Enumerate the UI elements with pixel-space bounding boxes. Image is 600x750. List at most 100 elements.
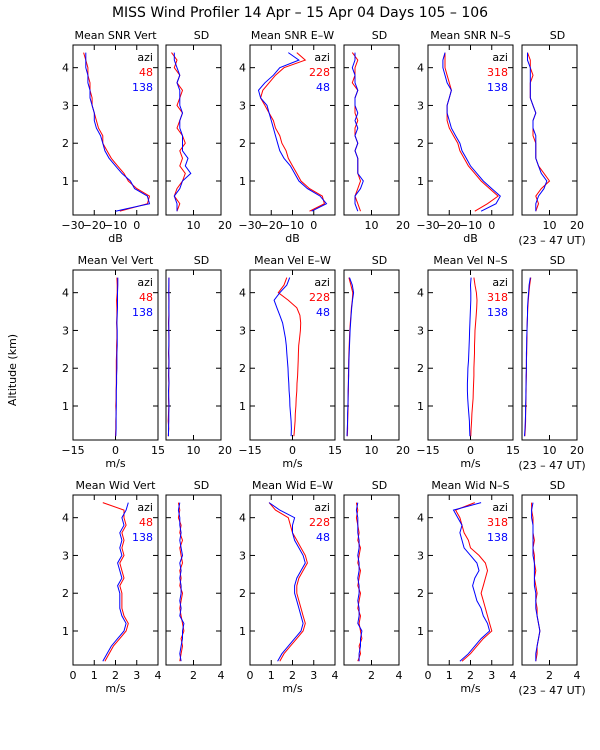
y-tick-label: 1 xyxy=(239,400,246,413)
x-tick-label: 2 xyxy=(368,669,375,682)
x-tick-label: 3 xyxy=(310,669,317,682)
mean-panel-title: Mean Wid E–W xyxy=(252,479,333,492)
x-tick-label: 0 xyxy=(488,219,495,232)
legend-entry: 48 xyxy=(316,81,330,94)
x-tick-label: 10 xyxy=(365,219,379,232)
sd-line-blue xyxy=(177,502,185,662)
sd-panel-title: SD xyxy=(550,479,565,492)
series-line-318 xyxy=(470,277,478,437)
y-tick-label: 1 xyxy=(417,625,424,638)
y-tick-label: 1 xyxy=(239,175,246,188)
mean-panel-title: Mean SNR N–S xyxy=(430,29,511,42)
x-tick-label: 4 xyxy=(510,669,517,682)
y-tick-label: 2 xyxy=(62,587,69,600)
y-tick-label: 4 xyxy=(417,62,424,75)
x-tick-label: 10 xyxy=(543,444,557,457)
series-line-228 xyxy=(277,277,302,437)
x-tick-label: 4 xyxy=(155,669,162,682)
mean-panel-title: Mean Vel E–W xyxy=(254,254,331,267)
x-tick-label: 20 xyxy=(396,444,410,457)
y-tick-label: 2 xyxy=(239,587,246,600)
time-range-label: (23 – 47 UT) xyxy=(518,684,585,697)
y-tick-label: 3 xyxy=(417,99,424,112)
x-tick-label: 20 xyxy=(218,444,232,457)
y-tick-label: 1 xyxy=(62,625,69,638)
legend-entry: 318 xyxy=(487,66,508,79)
x-tick-label: 0 xyxy=(70,669,77,682)
x-tick-label: 2 xyxy=(546,669,553,682)
x-axis-label: m/s xyxy=(105,457,125,470)
series-line-318 xyxy=(454,502,493,662)
legend-entry: 228 xyxy=(309,291,330,304)
y-tick-label: 2 xyxy=(239,362,246,375)
sd-line-blue xyxy=(173,52,192,212)
x-tick-label: −30 xyxy=(416,219,439,232)
legend-entry: 138 xyxy=(487,531,508,544)
mean-panel-title: Mean Wid N–S xyxy=(431,479,509,492)
legend-entry: 228 xyxy=(309,66,330,79)
legend-header: azi xyxy=(492,276,508,289)
sd-panel-frame xyxy=(521,269,578,441)
y-tick-label: 3 xyxy=(62,324,69,337)
y-tick-label: 4 xyxy=(417,287,424,300)
y-tick-label: 4 xyxy=(239,62,246,75)
sd-line-red xyxy=(177,502,185,662)
x-tick-label: −20 xyxy=(260,219,283,232)
x-tick-label: 1 xyxy=(91,669,98,682)
series-line-138 xyxy=(102,502,129,662)
series-line-318 xyxy=(444,52,499,212)
legend-header: azi xyxy=(137,276,153,289)
sd-panel-title: SD xyxy=(550,254,565,267)
x-tick-label: 1 xyxy=(446,669,453,682)
mean-panel-title: Mean Wid Vert xyxy=(76,479,157,492)
x-tick-label: −10 xyxy=(104,219,127,232)
x-tick-label: 4 xyxy=(396,669,403,682)
x-axis-label: m/s xyxy=(282,682,302,695)
y-tick-label: 3 xyxy=(239,99,246,112)
legend-entry: 228 xyxy=(309,516,330,529)
x-tick-label: 4 xyxy=(218,669,225,682)
series-line-138 xyxy=(452,502,491,662)
y-tick-label: 4 xyxy=(417,512,424,525)
x-tick-label: −20 xyxy=(438,219,461,232)
y-tick-label: 3 xyxy=(239,549,246,562)
x-tick-label: −30 xyxy=(61,219,84,232)
legend-entry: 318 xyxy=(487,516,508,529)
y-tick-label: 2 xyxy=(62,137,69,150)
y-tick-label: 1 xyxy=(62,400,69,413)
sd-panel-title: SD xyxy=(372,254,387,267)
x-tick-label: −15 xyxy=(238,444,261,457)
y-tick-label: 4 xyxy=(62,512,69,525)
series-line-228 xyxy=(268,502,308,662)
sd-line-blue xyxy=(351,52,364,212)
x-tick-label: 20 xyxy=(218,219,232,232)
mean-panel-title: Mean Vel Vert xyxy=(78,254,154,267)
x-tick-label: 10 xyxy=(187,219,201,232)
y-tick-label: 1 xyxy=(417,400,424,413)
y-tick-label: 2 xyxy=(417,587,424,600)
legend-entry: 138 xyxy=(132,531,153,544)
x-tick-label: 3 xyxy=(488,669,495,682)
series-line-138 xyxy=(115,277,119,437)
y-tick-label: 3 xyxy=(417,549,424,562)
x-tick-label: 2 xyxy=(467,669,474,682)
x-tick-label: 15 xyxy=(328,444,342,457)
mean-panel-title: Mean SNR E–W xyxy=(251,29,334,42)
sd-panel-title: SD xyxy=(372,29,387,42)
x-tick-label: 3 xyxy=(133,669,140,682)
y-tick-label: 1 xyxy=(239,625,246,638)
x-tick-label: −15 xyxy=(416,444,439,457)
series-line-48 xyxy=(273,277,292,437)
y-tick-label: 2 xyxy=(417,362,424,375)
x-tick-label: 0 xyxy=(133,219,140,232)
y-tick-label: 3 xyxy=(62,549,69,562)
sd-line-red xyxy=(351,52,362,212)
y-tick-label: 4 xyxy=(62,287,69,300)
y-tick-label: 3 xyxy=(239,324,246,337)
y-tick-label: 4 xyxy=(239,512,246,525)
sd-panel-frame xyxy=(521,494,578,666)
series-line-48 xyxy=(102,502,129,662)
y-tick-label: 2 xyxy=(417,137,424,150)
time-range-label: (23 – 47 UT) xyxy=(518,459,585,472)
